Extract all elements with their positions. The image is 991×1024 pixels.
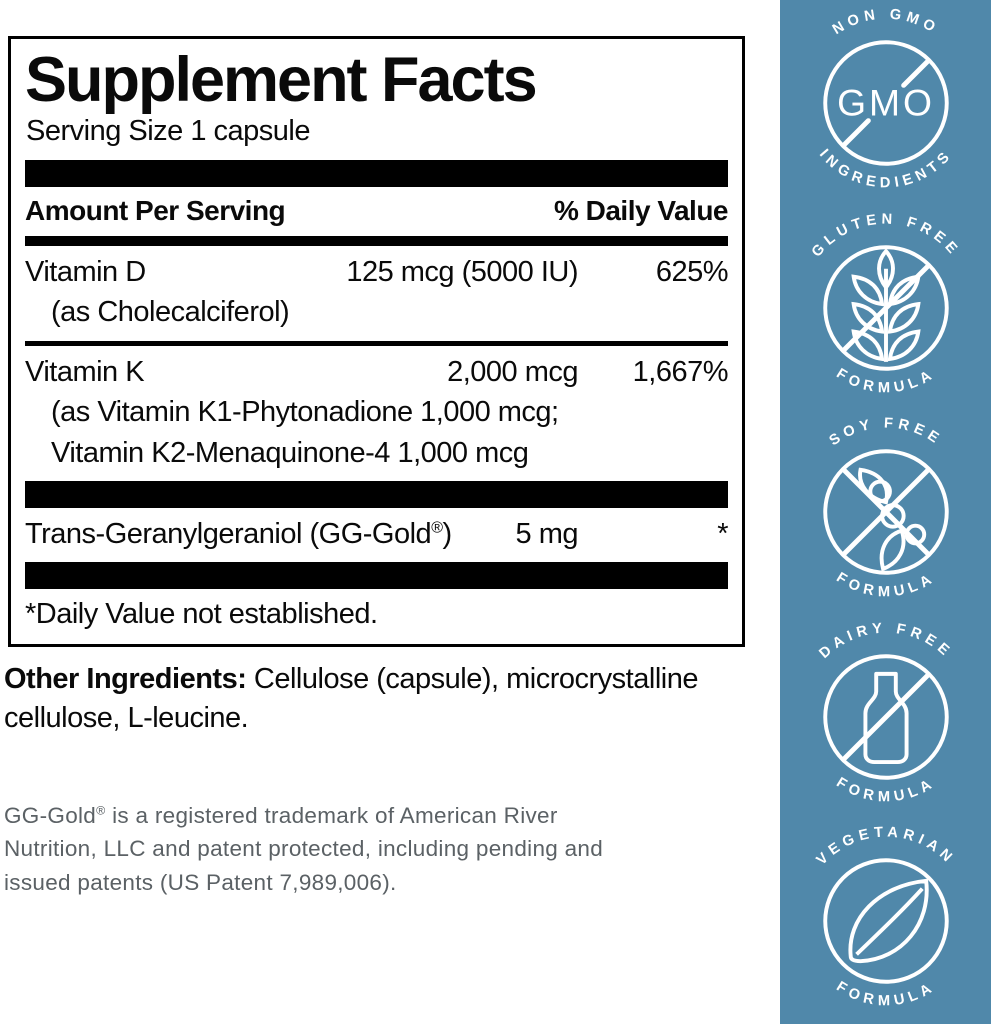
other-ingredients: Other Ingredients: Cellulose (capsule), … xyxy=(4,660,752,738)
svg-text:GMO: GMO xyxy=(837,82,935,124)
svg-text:SOY FREE: SOY FREE xyxy=(826,415,945,449)
serving-size: Serving Size 1 capsule xyxy=(26,115,311,148)
gmo-slash-icon: GMO xyxy=(837,59,935,147)
table-row-vitamin-d: Vitamin D 125 mcg (5000 IU) 625% (as Cho… xyxy=(23,246,730,341)
divider-bar xyxy=(25,562,728,590)
ingredient-amount: 5 mg xyxy=(515,518,579,551)
panel-title: Supplement Facts xyxy=(25,45,538,115)
table-row-geranylgeraniol: Trans-Geranylgeraniol (GG-Gold®) 5 mg * xyxy=(23,508,730,562)
divider-bar xyxy=(25,236,728,247)
daily-value-footnote: *Daily Value not established. xyxy=(25,598,378,631)
ingredient-name: Trans-Geranylgeraniol (GG-Gold®) xyxy=(25,518,452,551)
badge-sidebar: GMO NON GMO INGREDIENTS GLUTEN FREE FORM… xyxy=(780,0,991,1024)
divider-bar xyxy=(25,481,728,509)
registered-mark: ® xyxy=(431,519,443,537)
table-row-vitamin-k: Vitamin K 2,000 mcg 1,667% (as Vitamin K… xyxy=(23,346,730,481)
non-gmo-badge: GMO NON GMO INGREDIENTS xyxy=(815,6,955,191)
ingredient-dv: 625% xyxy=(655,256,729,289)
soy-free-badge: SOY FREE FORMULA xyxy=(822,415,949,600)
divider-bar xyxy=(25,160,728,188)
ingredient-subtext: (as Cholecalciferol) xyxy=(51,296,290,329)
trademark-note: GG-Gold® is a registered trademark of Am… xyxy=(4,802,604,896)
supplement-facts-panel: Supplement Facts Serving Size 1 capsule … xyxy=(8,36,745,648)
ingredient-name: Vitamin K xyxy=(25,355,145,388)
registered-mark: ® xyxy=(96,803,106,818)
ingredient-subtext: Vitamin K2-Menaquinone-4 1,000 mcg xyxy=(51,436,529,469)
ingredient-dv: * xyxy=(717,518,728,551)
svg-text:INGREDIENTS: INGREDIENTS xyxy=(815,146,955,191)
ingredient-subtext: (as Vitamin K1-Phytonadione 1,000 mcg; xyxy=(51,396,559,429)
vegetarian-badge: VEGETARIAN FORMULA xyxy=(813,824,953,1009)
svg-text:NON GMO: NON GMO xyxy=(830,6,942,38)
other-ingredients-text: Cellulose (capsule), microcrystalline ce… xyxy=(4,663,698,735)
gluten-free-badge: GLUTEN FREE FORMULA xyxy=(808,211,957,396)
divider-bar xyxy=(25,340,728,346)
column-amount-label: Amount Per Serving xyxy=(25,195,286,227)
leaf-icon xyxy=(848,878,929,964)
other-ingredients-label: Other Ingredients: xyxy=(4,663,247,696)
dairy-free-badge: DAIRY FREE FORMULA xyxy=(816,620,950,805)
ingredient-amount: 125 mcg (5000 IU) xyxy=(346,256,578,289)
ingredient-name: Vitamin D xyxy=(25,256,146,289)
ingredient-amount: 2,000 mcg xyxy=(447,355,578,388)
ingredient-dv: 1,667% xyxy=(632,355,729,388)
label-main-column: Supplement Facts Serving Size 1 capsule … xyxy=(4,36,752,896)
column-dv-label: % Daily Value xyxy=(553,195,729,227)
column-header-row: Amount Per Serving % Daily Value xyxy=(23,187,730,236)
